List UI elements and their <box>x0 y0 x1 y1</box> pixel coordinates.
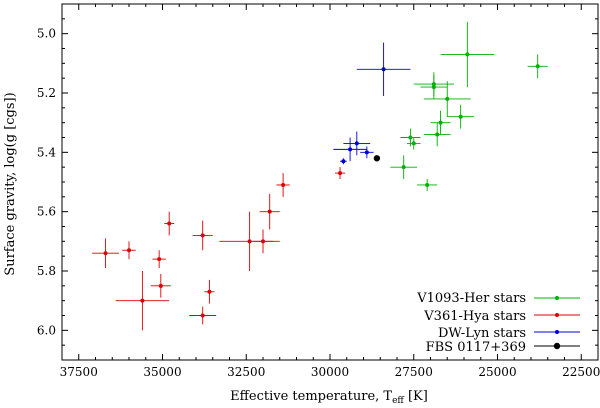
data-point <box>200 313 205 318</box>
x-tick-label: 30000 <box>311 365 349 379</box>
series-1 <box>92 167 346 331</box>
legend-symbol-v361 <box>534 313 580 317</box>
data-marks <box>92 21 548 331</box>
data-point <box>127 248 131 253</box>
y-tick-label: 5.6 <box>37 205 56 219</box>
x-tick-label: 27500 <box>395 365 433 379</box>
series-2 <box>333 42 411 165</box>
data-point <box>200 233 205 238</box>
y-tick-label: 5.0 <box>37 27 56 41</box>
y-tick-label: 6.0 <box>37 323 56 337</box>
data-point <box>408 135 413 140</box>
series-0 <box>390 21 548 191</box>
data-point <box>157 257 162 262</box>
y-tick-label: 5.8 <box>37 264 56 278</box>
legend-symbol-v1093 <box>534 296 580 300</box>
x-tick-label: 32500 <box>227 365 265 379</box>
y-axis-title: Surface gravity, log(g [cgs]) <box>3 92 18 275</box>
data-point <box>341 159 346 164</box>
data-point <box>431 85 436 90</box>
legend-marker <box>555 296 559 300</box>
data-point <box>381 67 386 72</box>
x-tick-label: 37500 <box>60 365 98 379</box>
x-tick-label: 22500 <box>562 365 600 379</box>
data-point <box>261 239 265 244</box>
axes: 37500 35000 32500 30000 27500 25000 22500 5.0 5.… <box>37 3 600 379</box>
legend-label-v1093: V1093-Her stars <box>416 291 526 306</box>
data-point <box>438 120 443 125</box>
data-point <box>425 182 430 187</box>
data-point <box>267 209 272 214</box>
data-point <box>435 132 440 137</box>
data-point <box>401 165 406 170</box>
data-point <box>445 96 450 101</box>
legend-label-v361: V361-Hya stars <box>423 309 526 324</box>
x-tick-label: 35000 <box>143 365 181 379</box>
y-tick-label: 5.4 <box>37 145 56 159</box>
data-point <box>354 141 359 146</box>
legend-label-fbs: FBS 0117+369 <box>426 340 526 355</box>
data-point <box>247 239 252 244</box>
legend: V1093-Her stars V361-Hya stars DW-Lyn st… <box>416 291 580 355</box>
legend-symbol-dwlyn <box>534 330 580 334</box>
data-point <box>158 283 163 288</box>
x-axis-title: Effective temperature, Teff [K] <box>230 389 428 406</box>
legend-label-dwlyn: DW-Lyn stars <box>438 326 526 341</box>
data-point <box>207 289 212 294</box>
data-point <box>458 114 463 119</box>
legend-symbol-fbs <box>534 342 580 350</box>
data-point <box>348 147 353 152</box>
data-point <box>281 182 286 187</box>
data-point <box>411 141 416 146</box>
data-point <box>140 298 145 303</box>
legend-marker <box>555 330 559 334</box>
data-point <box>338 171 343 176</box>
data-point <box>364 150 369 155</box>
data-point <box>465 52 470 57</box>
data-point <box>103 251 108 256</box>
legend-marker <box>555 313 559 317</box>
series-3 <box>373 155 381 162</box>
x-tick-label: 25000 <box>478 365 516 379</box>
y-tick-label: 5.2 <box>37 86 56 100</box>
data-point <box>373 155 381 162</box>
legend-marker <box>553 342 561 350</box>
data-point <box>167 221 172 226</box>
data-point <box>535 64 540 69</box>
